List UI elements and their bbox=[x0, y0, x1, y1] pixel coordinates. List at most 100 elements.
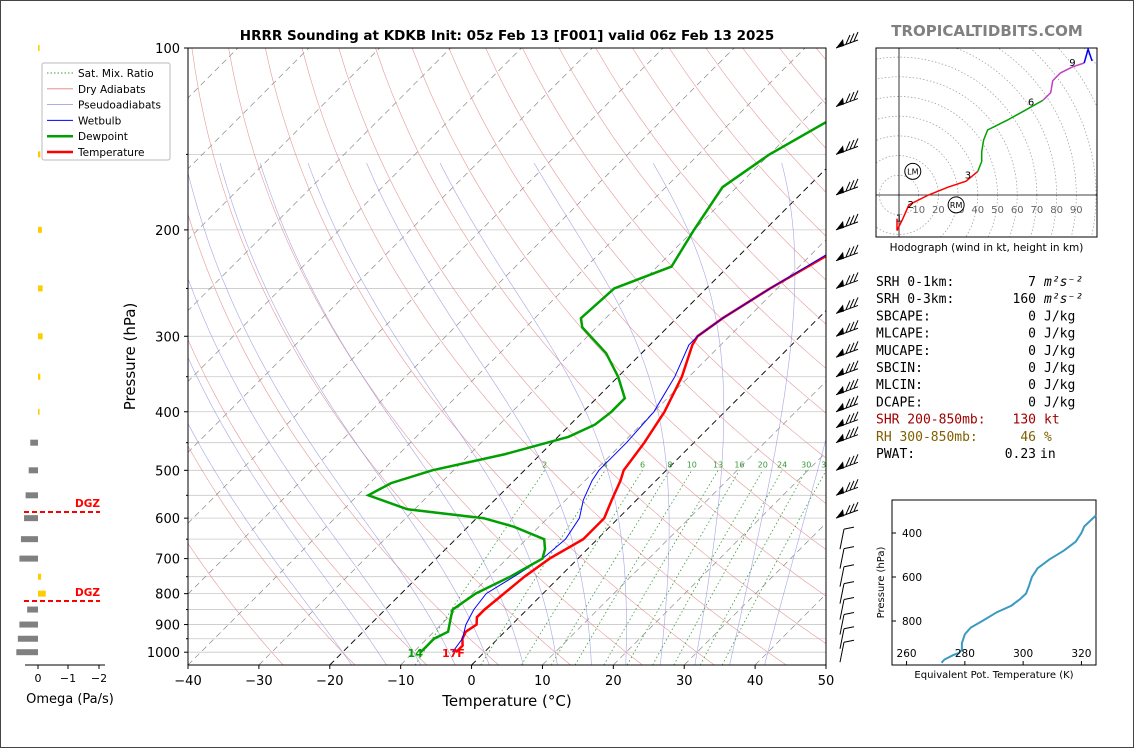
mixing-ratio-line bbox=[550, 470, 671, 665]
wind-barb bbox=[835, 454, 859, 471]
wind-barb bbox=[839, 581, 855, 604]
hodograph-frame bbox=[875, 47, 1098, 238]
pseudo-adiabat bbox=[188, 171, 456, 665]
hodograph-plot-area: 10203040506070809012369LMRM bbox=[876, 48, 1097, 237]
barb-flag bbox=[849, 455, 855, 466]
barb-pennant bbox=[836, 279, 844, 289]
barb-flag bbox=[853, 501, 859, 512]
x-tick-label: 50 bbox=[818, 674, 835, 689]
barb-flag bbox=[849, 215, 855, 225]
omega-bar bbox=[38, 226, 42, 233]
barb-flag bbox=[845, 34, 851, 45]
barb-flag bbox=[849, 91, 855, 102]
omega-bar bbox=[38, 151, 41, 158]
pseudo-adiabat bbox=[729, 162, 796, 665]
wind-barb bbox=[835, 272, 859, 289]
hodograph-trace bbox=[1083, 48, 1093, 64]
dry-adiabat bbox=[188, 542, 284, 665]
theta-e-x-tick-label: 320 bbox=[1071, 648, 1091, 660]
barb-flag bbox=[849, 342, 855, 352]
hodograph-height-label: 1 bbox=[896, 214, 902, 225]
stat-value: 7 bbox=[1028, 275, 1036, 290]
barb-flag bbox=[853, 31, 859, 42]
stat-label: MLCIN: bbox=[876, 378, 923, 393]
dry-adiabat bbox=[558, 48, 826, 369]
wind-barb bbox=[835, 31, 859, 49]
wind-barb bbox=[839, 546, 855, 569]
zero-isotherm bbox=[471, 309, 826, 665]
y-tick-label: 900 bbox=[155, 619, 180, 634]
barb-flag bbox=[849, 246, 855, 256]
omega-bar bbox=[38, 285, 43, 292]
barb-flag bbox=[845, 482, 851, 492]
dry-adiabat bbox=[448, 48, 826, 504]
stat-label: SRH 0-1km: bbox=[876, 275, 954, 290]
barb-flag bbox=[845, 247, 851, 257]
stat-unit: J/kg bbox=[1044, 344, 1075, 359]
wind-barb bbox=[835, 479, 859, 496]
wind-barb bbox=[835, 213, 859, 231]
barb-pennant bbox=[836, 385, 844, 395]
omega-bar bbox=[16, 649, 38, 656]
theta-e-x-tick-label: 280 bbox=[955, 648, 975, 660]
x-tick-label: −20 bbox=[316, 674, 343, 689]
barb-flag bbox=[845, 429, 851, 439]
barb-flag bbox=[845, 216, 851, 227]
wind-barb bbox=[835, 360, 859, 378]
barb-flag bbox=[853, 411, 859, 421]
wind-barb bbox=[835, 320, 859, 337]
storm-motion-marker bbox=[947, 196, 965, 214]
stat-unit: m²s⁻² bbox=[1043, 275, 1083, 290]
x-tick-label: −10 bbox=[387, 674, 414, 689]
barb-staff bbox=[839, 628, 845, 649]
dry-adiabat bbox=[188, 339, 428, 665]
mixing-ratio-label: 30 bbox=[801, 460, 811, 469]
barb-flag bbox=[853, 395, 859, 405]
barb-flag bbox=[845, 457, 851, 467]
barb-pennant bbox=[836, 220, 844, 230]
wind-barb bbox=[839, 564, 855, 587]
x-tick-label: 0 bbox=[467, 674, 475, 689]
legend-box bbox=[41, 62, 171, 161]
skewt-plot-area: 2 4 6 8 10 13 16 20 24 30 36 bbox=[188, 48, 826, 665]
barb-flag bbox=[849, 180, 855, 190]
omega-bar bbox=[19, 621, 38, 628]
wind-barb bbox=[839, 612, 855, 635]
x-tick-label: 30 bbox=[676, 674, 693, 689]
mixing-ratio-line bbox=[721, 470, 826, 665]
stat-label: MUCAPE: bbox=[876, 344, 931, 359]
barb-pennant bbox=[836, 97, 844, 107]
mixing-ratio-label: 10 bbox=[687, 460, 697, 469]
omega-x-label: Omega (Pa/s) bbox=[26, 692, 114, 707]
wind-barb bbox=[835, 411, 859, 429]
stat-unit: kt bbox=[1044, 413, 1060, 428]
barb-flag bbox=[845, 344, 851, 354]
stat-value: 46 bbox=[1020, 430, 1036, 445]
dry-adiabat bbox=[522, 48, 826, 414]
hodograph-ring-label: 70 bbox=[1031, 205, 1044, 216]
y-tick-label: 700 bbox=[155, 553, 180, 568]
skewt-legend: Sat. Mix. Ratio Dry Adiabats Pseudoadiabat… bbox=[41, 62, 171, 161]
dry-adiabat bbox=[191, 48, 571, 665]
barb-pennant bbox=[836, 367, 844, 377]
y-tick-label: 200 bbox=[155, 224, 180, 239]
x-tick-label: 40 bbox=[747, 674, 764, 689]
dry-adiabat bbox=[411, 48, 826, 550]
y-axis-label: Pressure (hPa) bbox=[121, 303, 139, 411]
dgz-label: DGZ bbox=[75, 498, 100, 510]
barb-flag bbox=[849, 139, 855, 150]
pseudo-adiabat bbox=[188, 357, 387, 665]
x-tick-label: 10 bbox=[534, 674, 551, 689]
hodograph-trace bbox=[977, 99, 1044, 172]
barb-flag bbox=[843, 597, 855, 601]
barb-pennant bbox=[836, 461, 844, 471]
wetbulb-line bbox=[452, 254, 826, 653]
barb-flag bbox=[843, 581, 855, 585]
barb-flag bbox=[853, 138, 859, 148]
barb-staff bbox=[839, 642, 845, 663]
barb-pennant bbox=[836, 145, 844, 155]
omega-bar bbox=[38, 333, 43, 340]
barb-flag bbox=[849, 397, 855, 407]
barb-flag bbox=[853, 479, 859, 489]
